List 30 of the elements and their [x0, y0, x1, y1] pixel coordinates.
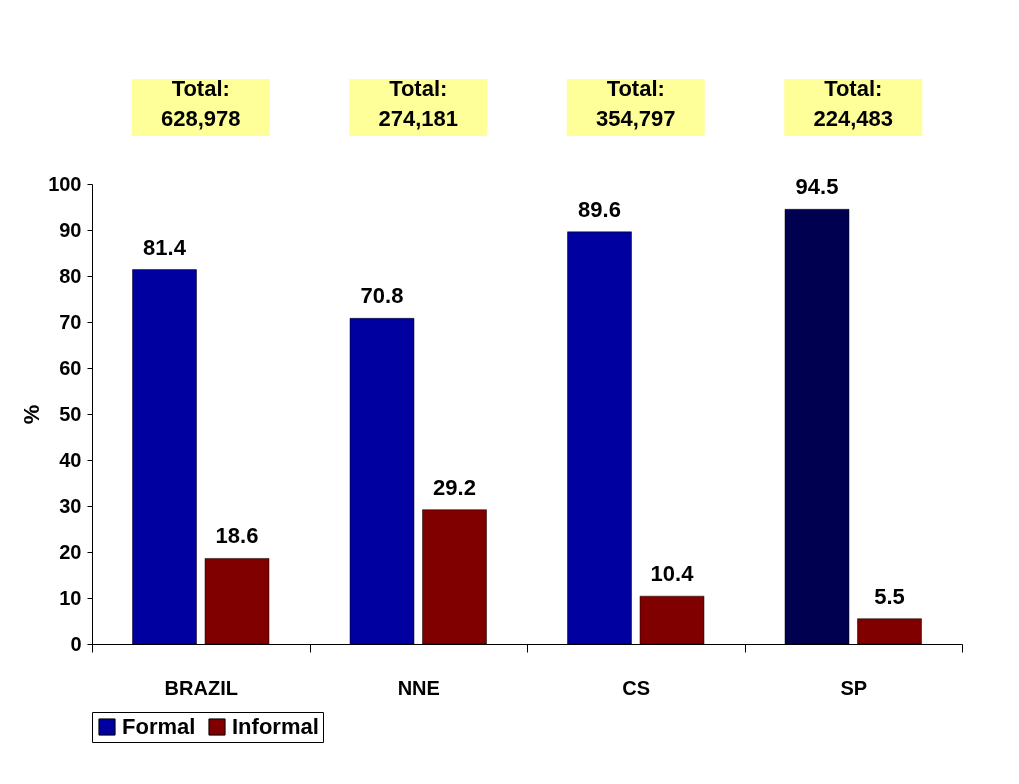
text: Total: 628,978	[160, 76, 241, 131]
data-label: 5.5	[874, 583, 905, 609]
y-tick-label: 80	[59, 264, 82, 287]
y-axis-title: %	[19, 404, 45, 425]
y-tick-label: 0	[70, 632, 82, 655]
data-label: 81.4	[143, 234, 187, 260]
x-tick-label: NNE	[397, 676, 440, 699]
legend-label: Informal	[232, 714, 319, 739]
y-tick-label: 20	[59, 540, 82, 563]
y-tick-label: 30	[59, 494, 82, 517]
y-tick-label: 90	[59, 218, 82, 241]
y-tick-label: 100	[48, 172, 82, 195]
x-tick-label: SP	[840, 676, 868, 699]
data-label: 89.6	[578, 196, 621, 222]
data-label: 70.8	[360, 283, 404, 309]
y-tick-label: 60	[59, 356, 82, 379]
legend-label: Formal	[122, 714, 196, 739]
text: Total: 354,797	[595, 76, 676, 131]
data-label: 10.4	[650, 561, 695, 587]
y-tick-label: 40	[59, 448, 82, 471]
y-tick-label: 70	[59, 310, 82, 333]
x-tick-label: BRAZIL	[164, 676, 238, 699]
text: Total: 224,483	[813, 76, 894, 131]
y-tick-label: 50	[59, 402, 82, 425]
text: Total: 274,181	[378, 76, 459, 131]
data-label: 18.6	[215, 523, 259, 549]
data-label: 29.2	[433, 474, 476, 500]
data-label: 94.5	[795, 174, 839, 200]
y-tick-label: 10	[59, 586, 82, 609]
x-tick-label: CS	[622, 676, 651, 699]
